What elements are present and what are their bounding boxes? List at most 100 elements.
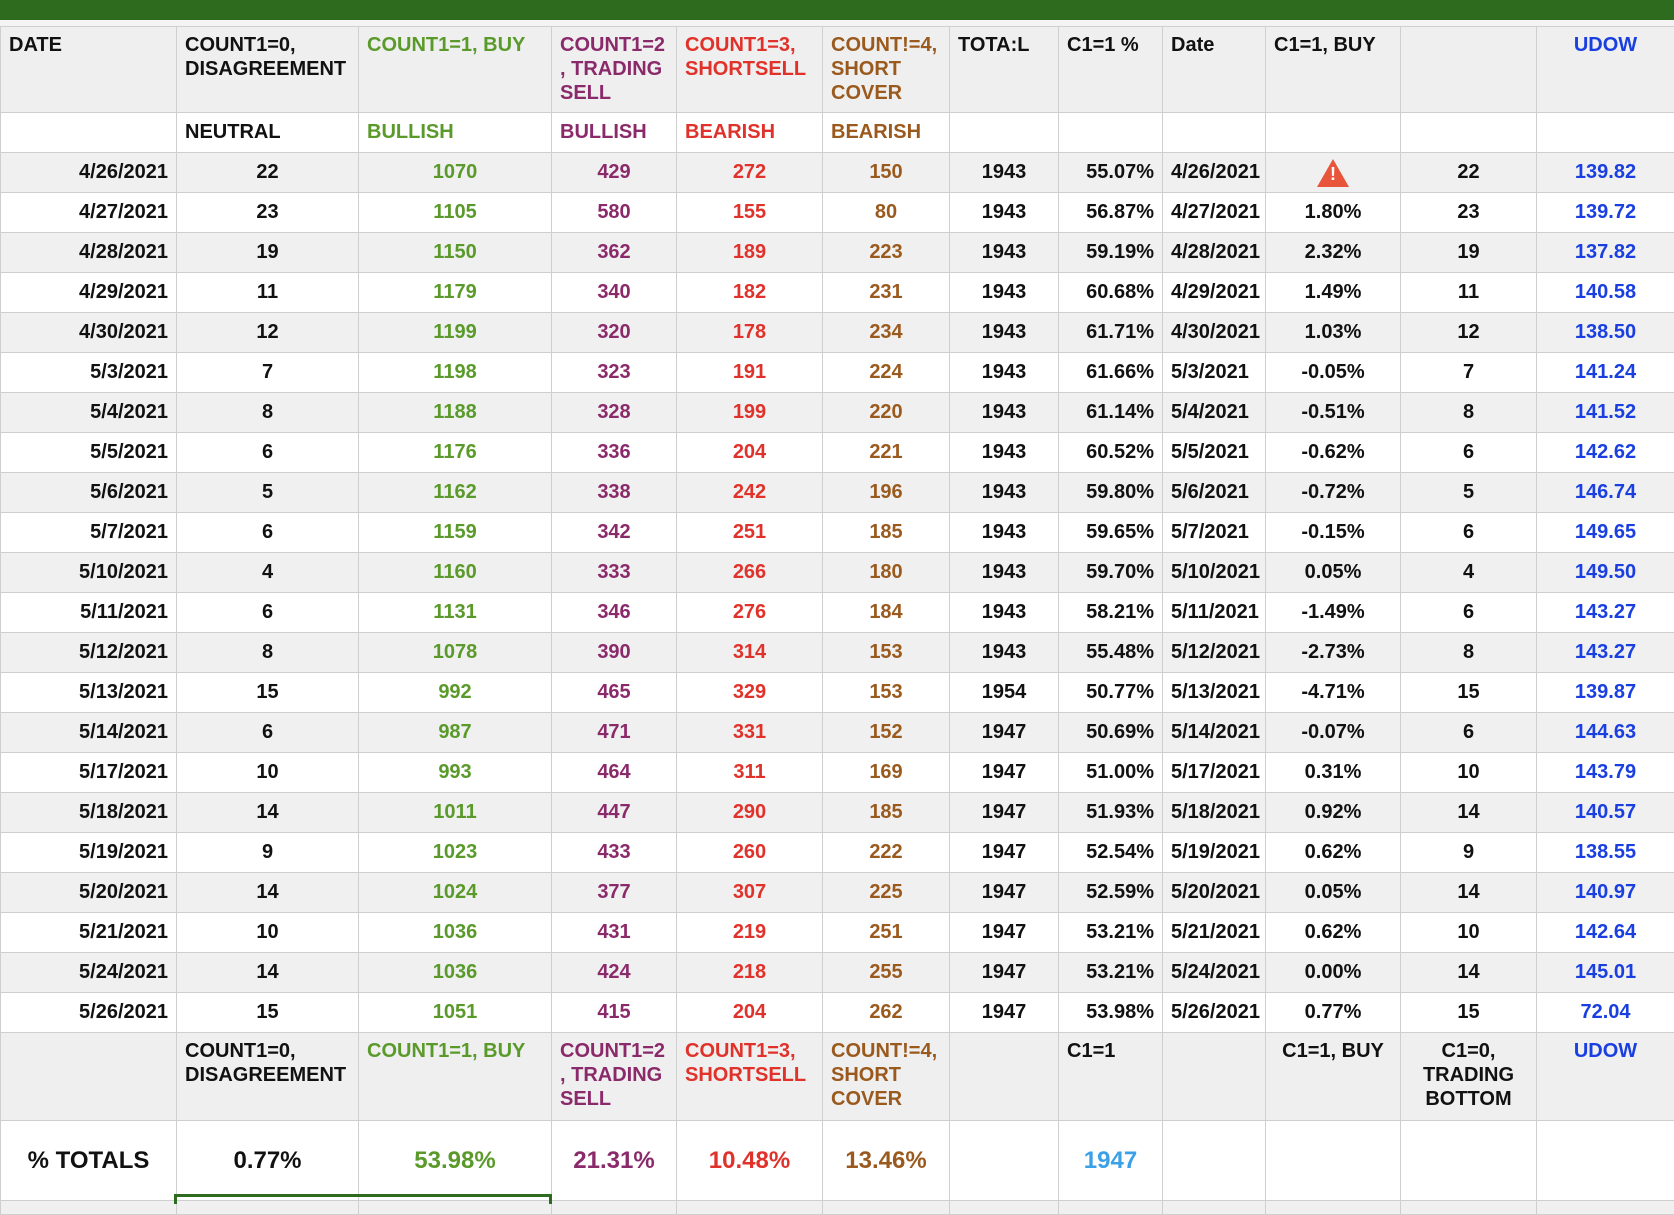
cell-date2[interactable]: 5/14/2021 (1163, 713, 1266, 753)
cell-date[interactable]: 5/10/2021 (1, 553, 177, 593)
cell-cnt[interactable]: 9 (1401, 833, 1537, 873)
cell-c4[interactable]: 251 (823, 913, 950, 953)
cell-c1[interactable]: 1078 (359, 633, 552, 673)
footer-udow[interactable]: UDOW (1537, 1033, 1674, 1121)
header-count2[interactable]: COUNT1=2 , TRADING SELL (552, 27, 677, 113)
cell-date2[interactable]: 4/30/2021 (1163, 313, 1266, 353)
footer-count3[interactable]: COUNT1=3, SHORTSELL (677, 1033, 823, 1121)
cell-pct[interactable]: 55.07% (1059, 153, 1163, 193)
cell-total[interactable]: 1943 (950, 473, 1059, 513)
cell-c2[interactable]: 336 (552, 433, 677, 473)
header-c1buy[interactable]: C1=1, BUY (1266, 27, 1401, 113)
cell-c4[interactable]: 231 (823, 273, 950, 313)
cell-total[interactable]: 1943 (950, 193, 1059, 233)
cell-date2[interactable]: 5/7/2021 (1163, 513, 1266, 553)
cell-chg[interactable]: -0.72% (1266, 473, 1401, 513)
cell-pct[interactable]: 51.93% (1059, 793, 1163, 833)
cell-chg[interactable]: -2.73% (1266, 633, 1401, 673)
cell-udow[interactable]: 139.82 (1537, 153, 1674, 193)
cell-pct[interactable]: 61.66% (1059, 353, 1163, 393)
cell-c0[interactable]: 14 (177, 953, 359, 993)
cell-c1[interactable]: 1036 (359, 953, 552, 993)
cell-c1[interactable]: 1024 (359, 873, 552, 913)
subheader-cell[interactable] (1163, 113, 1266, 153)
cell-c3[interactable]: 204 (677, 993, 823, 1033)
cell-c2[interactable]: 471 (552, 713, 677, 753)
cell-c3[interactable]: 155 (677, 193, 823, 233)
cell-c1[interactable]: 1199 (359, 313, 552, 353)
cell-c2[interactable]: 362 (552, 233, 677, 273)
cell-c1[interactable]: 1105 (359, 193, 552, 233)
cell-c3[interactable]: 182 (677, 273, 823, 313)
totals-c4[interactable]: 13.46% (823, 1121, 950, 1201)
cell-c2[interactable]: 338 (552, 473, 677, 513)
cell-total[interactable]: 1943 (950, 553, 1059, 593)
cell-date2[interactable]: 5/11/2021 (1163, 593, 1266, 633)
header-count4[interactable]: COUNT!=4, SHORT COVER (823, 27, 950, 113)
cell-c1[interactable]: 992 (359, 673, 552, 713)
header-date2[interactable]: Date (1163, 27, 1266, 113)
cell-date[interactable]: 5/17/2021 (1, 753, 177, 793)
cell-udow[interactable]: 146.74 (1537, 473, 1674, 513)
totals-total[interactable]: 1947 (1059, 1121, 1163, 1201)
cell-c4[interactable]: 224 (823, 353, 950, 393)
cell-date[interactable]: 4/30/2021 (1, 313, 177, 353)
cell-c0[interactable]: 6 (177, 513, 359, 553)
header-c1pct[interactable]: C1=1 % (1059, 27, 1163, 113)
cell-date2[interactable]: 5/6/2021 (1163, 473, 1266, 513)
cell-total[interactable]: 1943 (950, 593, 1059, 633)
cell-udow[interactable]: 144.63 (1537, 713, 1674, 753)
cell-cnt[interactable]: 14 (1401, 873, 1537, 913)
cell-c4[interactable]: 184 (823, 593, 950, 633)
cell-date[interactable]: 5/24/2021 (1, 953, 177, 993)
cell-pct[interactable]: 59.80% (1059, 473, 1163, 513)
cell-cnt[interactable]: 10 (1401, 913, 1537, 953)
empty-cell[interactable] (1537, 1201, 1674, 1215)
cell-date[interactable]: 4/26/2021 (1, 153, 177, 193)
cell-c2[interactable]: 424 (552, 953, 677, 993)
empty-cell[interactable] (1401, 1201, 1537, 1215)
cell-c3[interactable]: 204 (677, 433, 823, 473)
cell-date[interactable]: 5/5/2021 (1, 433, 177, 473)
totals-c2[interactable]: 21.31% (552, 1121, 677, 1201)
cell-c1[interactable]: 1150 (359, 233, 552, 273)
cell-c0[interactable]: 14 (177, 873, 359, 913)
cell-total[interactable]: 1947 (950, 833, 1059, 873)
cell-c0[interactable]: 7 (177, 353, 359, 393)
cell-udow[interactable]: 137.82 (1537, 233, 1674, 273)
cell-c1[interactable]: 1176 (359, 433, 552, 473)
cell-pct[interactable]: 59.19% (1059, 233, 1163, 273)
cell-pct[interactable]: 53.98% (1059, 993, 1163, 1033)
cell-c4[interactable]: 185 (823, 793, 950, 833)
totals-c0[interactable]: 0.77% (177, 1121, 359, 1201)
cell-cnt[interactable]: 22 (1401, 153, 1537, 193)
totals-label[interactable]: % TOTALS (1, 1121, 177, 1201)
cell-c4[interactable]: 80 (823, 193, 950, 233)
subheader-cell[interactable] (1266, 113, 1401, 153)
cell-date[interactable]: 5/7/2021 (1, 513, 177, 553)
cell-c3[interactable]: 242 (677, 473, 823, 513)
cell-date2[interactable]: 5/19/2021 (1163, 833, 1266, 873)
cell-date[interactable]: 4/29/2021 (1, 273, 177, 313)
cell-c1[interactable]: 1188 (359, 393, 552, 433)
cell-c0[interactable]: 10 (177, 753, 359, 793)
cell-c4[interactable]: 234 (823, 313, 950, 353)
cell-c3[interactable]: 178 (677, 313, 823, 353)
totals-cell[interactable] (1537, 1121, 1674, 1201)
cell-c4[interactable]: 221 (823, 433, 950, 473)
header-total[interactable]: TOTA:L (950, 27, 1059, 113)
cell-c3[interactable]: 329 (677, 673, 823, 713)
cell-pct[interactable]: 61.14% (1059, 393, 1163, 433)
cell-c1[interactable]: 1036 (359, 913, 552, 953)
header-blank[interactable] (1401, 27, 1537, 113)
cell-c2[interactable]: 464 (552, 753, 677, 793)
cell-chg[interactable]: -4.71% (1266, 673, 1401, 713)
cell-date[interactable]: 5/12/2021 (1, 633, 177, 673)
cell-cnt[interactable]: 5 (1401, 473, 1537, 513)
footer-count2[interactable]: COUNT1=2 , TRADING SELL (552, 1033, 677, 1121)
cell-udow[interactable]: 139.72 (1537, 193, 1674, 233)
cell-cnt[interactable]: 19 (1401, 233, 1537, 273)
header-date[interactable]: DATE (1, 27, 177, 113)
cell-c2[interactable]: 342 (552, 513, 677, 553)
cell-total[interactable]: 1947 (950, 913, 1059, 953)
